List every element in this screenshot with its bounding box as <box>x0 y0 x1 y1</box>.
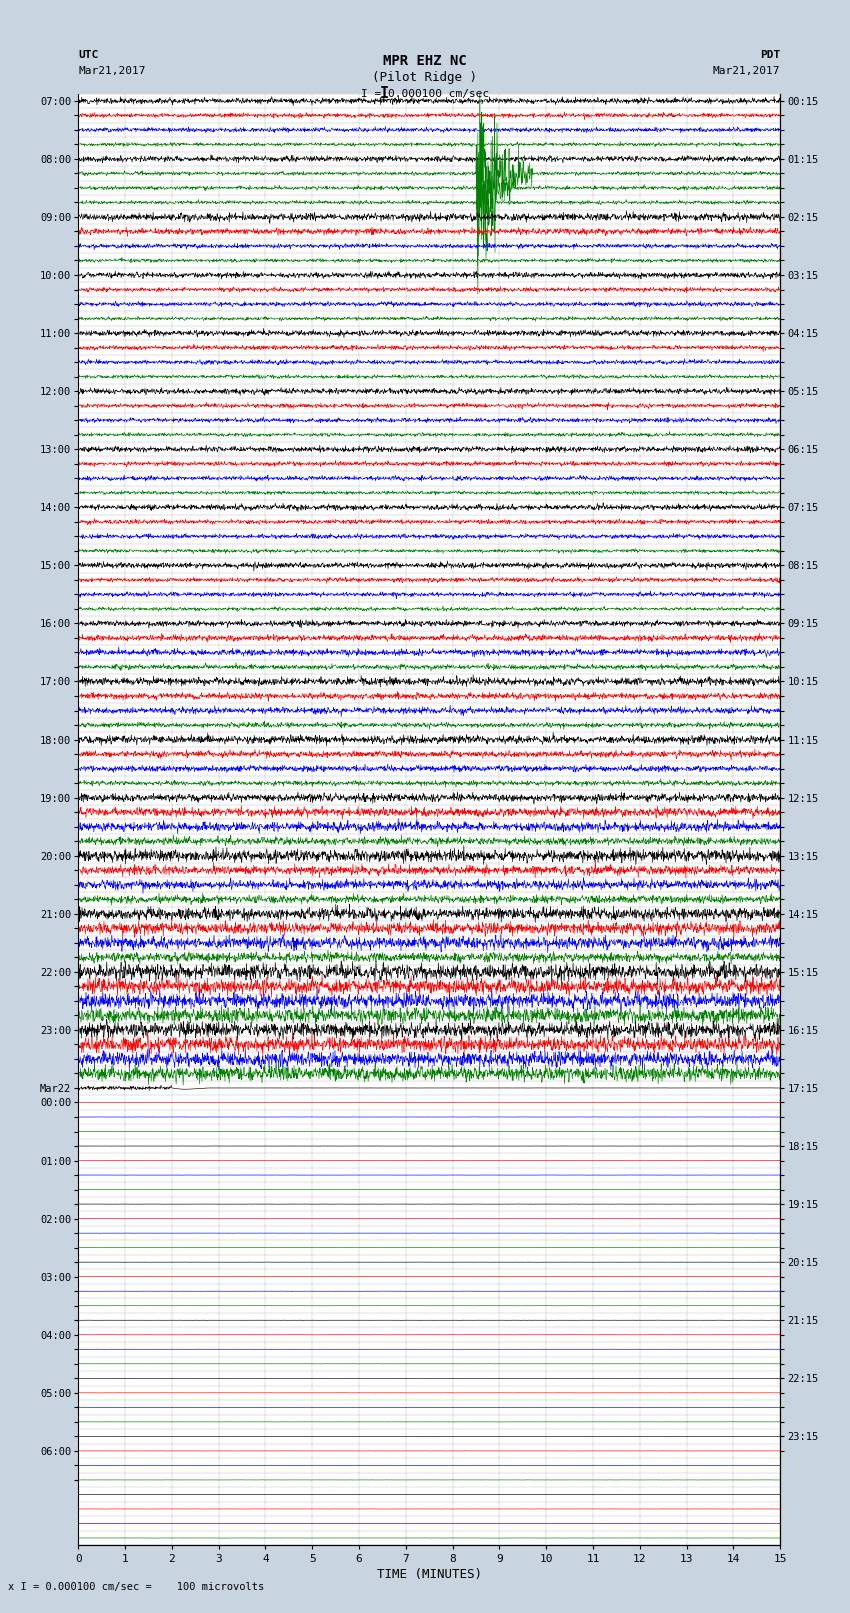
Text: (Pilot Ridge ): (Pilot Ridge ) <box>372 71 478 84</box>
Text: MPR EHZ NC: MPR EHZ NC <box>383 55 467 68</box>
Text: Mar21,2017: Mar21,2017 <box>713 66 780 76</box>
X-axis label: TIME (MINUTES): TIME (MINUTES) <box>377 1568 482 1581</box>
Text: PDT: PDT <box>760 50 780 60</box>
Text: Mar21,2017: Mar21,2017 <box>78 66 145 76</box>
Text: I = 0.000100 cm/sec: I = 0.000100 cm/sec <box>361 89 489 98</box>
Text: x I = 0.000100 cm/sec =    100 microvolts: x I = 0.000100 cm/sec = 100 microvolts <box>8 1582 264 1592</box>
Text: I: I <box>380 85 388 102</box>
Text: UTC: UTC <box>78 50 99 60</box>
